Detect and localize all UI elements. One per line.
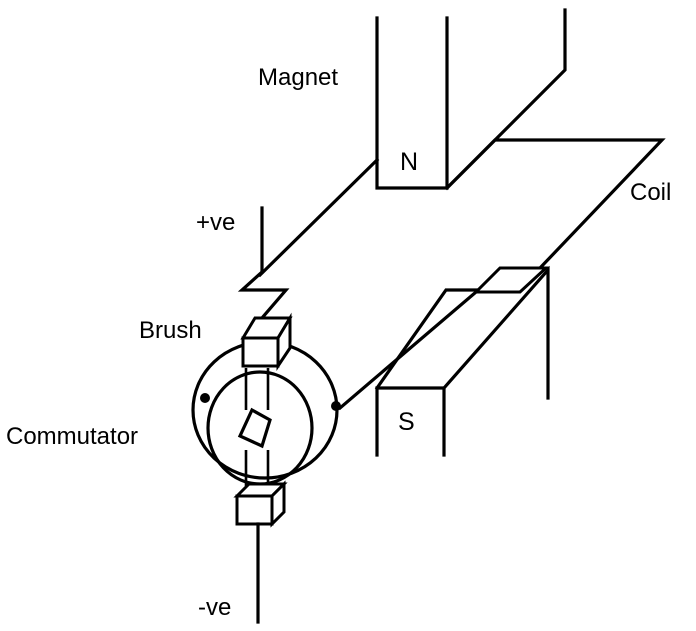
commutator-label: Commutator — [6, 423, 138, 450]
south-pole-label: S — [398, 408, 415, 436]
coil-wire-bottom — [337, 289, 479, 411]
top-brush-side — [276, 312, 292, 371]
south-magnet-front-face — [375, 386, 446, 457]
bottom-brush-side — [270, 480, 286, 528]
coil-wire-top-left — [257, 157, 380, 278]
commutator-axle — [237, 407, 272, 449]
coil-crossing-slot — [472, 266, 550, 294]
bottom-brush-front — [235, 494, 274, 526]
commutator-inner-ring — [206, 370, 314, 486]
positive-terminal-label: +ve — [196, 209, 235, 236]
top-brush — [240, 312, 293, 371]
top-brush-front — [241, 336, 280, 368]
north-magnet-side-face — [444, 8, 567, 191]
coil-label: Coil — [630, 179, 671, 206]
south-magnet-top-left-edge — [374, 288, 498, 391]
north-magnet-front-face — [375, 16, 449, 190]
coil-loop — [257, 138, 666, 411]
brush-label: Brush — [139, 317, 202, 344]
south-magnet-top-right-edge — [441, 265, 550, 400]
magnet-label: Magnet — [258, 64, 338, 91]
brush-lead-zigzag — [237, 269, 290, 321]
bottom-brush — [233, 480, 288, 528]
rotation-marker-right — [331, 401, 341, 411]
coil-wire-top-right — [444, 138, 666, 271]
rotation-marker-left — [200, 393, 210, 403]
north-pole-label: N — [400, 148, 418, 176]
south-magnet — [374, 265, 550, 457]
negative-terminal-label: -ve — [198, 594, 231, 621]
